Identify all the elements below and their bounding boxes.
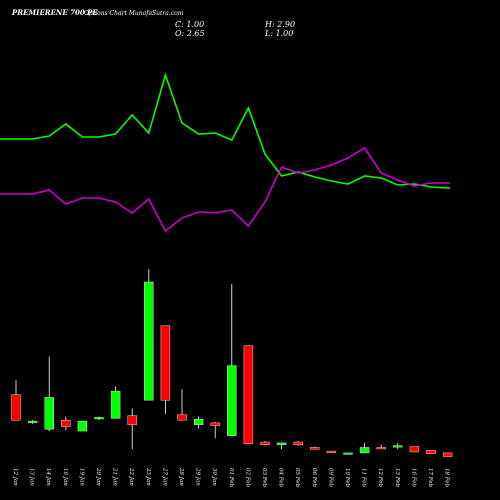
x-tick-label: 01 Feb	[228, 468, 234, 488]
high-value: H: 2.90	[264, 20, 295, 29]
x-tick-label: 13 Feb	[394, 468, 400, 488]
open-value: O: 2.65	[175, 29, 205, 38]
candle-body	[94, 417, 104, 420]
x-tick-label: 27 Jan	[161, 467, 167, 486]
indicator-line-2	[0, 146, 450, 233]
candle-body	[77, 420, 88, 432]
candle-body	[376, 447, 386, 450]
x-tick-label: 12 Jan	[12, 468, 18, 486]
x-tick-label: 30 Jan	[211, 468, 217, 486]
x-tick-label: 21 Jan	[112, 467, 118, 486]
indicator-lines	[0, 72, 450, 233]
candlesticks	[11, 269, 453, 457]
candle-body	[144, 281, 154, 401]
x-tick-label: 23 Jan	[145, 467, 151, 486]
x-tick-label: 05 Feb	[294, 468, 300, 488]
candle-body	[426, 449, 436, 455]
x-tick-label: 10 Feb	[344, 468, 350, 488]
low-value: L: 1.00	[264, 29, 293, 38]
candle-body	[61, 419, 71, 427]
candle-body	[243, 345, 254, 445]
candle-body	[343, 452, 353, 455]
x-tick-label: 17 Feb	[427, 468, 433, 488]
candle-body	[276, 442, 287, 445]
x-tick-label: 11 Feb	[361, 468, 367, 488]
x-tick-label: 22 Jan	[128, 467, 134, 486]
chart-subtitle: Options Chart MunafaSutra.com	[84, 10, 184, 17]
x-tick-label: 28 Jan	[178, 467, 184, 486]
candle-body	[326, 450, 337, 453]
candle-body	[160, 325, 171, 401]
candle-body	[227, 365, 237, 436]
candle-body	[11, 394, 21, 421]
candle-body	[44, 397, 54, 430]
x-tick-label: 06 Feb	[311, 468, 317, 488]
x-tick-label: 16 Jan	[62, 468, 68, 486]
candle-body	[393, 445, 403, 448]
candle-body	[110, 390, 121, 419]
x-tick-label: 18 Feb	[444, 468, 450, 488]
candle-body	[210, 422, 220, 426]
candle-body	[293, 441, 303, 445]
candle-body	[359, 447, 370, 454]
x-tick-label: 02 Feb	[244, 468, 250, 488]
x-tick-label: 20 Jan	[95, 467, 101, 486]
x-tick-label: 19 Jan	[78, 468, 84, 486]
indicator-line-1	[0, 72, 450, 189]
x-tick-label: 04 Feb	[278, 468, 284, 488]
chart-symbol: PREMIERENE 700 PE	[11, 8, 98, 17]
x-tick-label: 29 Jan	[195, 467, 201, 486]
candle-body	[409, 446, 420, 453]
candle-body	[193, 419, 204, 425]
candle-body	[127, 415, 137, 425]
x-tick-label: 03 Feb	[261, 468, 267, 488]
candle-body	[310, 447, 320, 450]
x-tick-label: 14 Jan	[45, 468, 51, 486]
x-tick-label: 13 Jan	[29, 468, 35, 486]
candle-body	[442, 452, 453, 457]
candle-body	[260, 441, 270, 445]
x-tick-label: 16 Feb	[410, 468, 416, 488]
candle-body	[177, 414, 187, 421]
x-tick-label: 09 Feb	[327, 468, 333, 488]
x-axis-ticks: 12 Jan 13 Jan 14 Jan 16 Jan 19 Jan 20 Jan 21 J…	[12, 467, 450, 488]
candle-body	[27, 420, 38, 423]
x-tick-label: 12 Feb	[377, 468, 383, 488]
close-value: C: 1.00	[175, 20, 204, 29]
